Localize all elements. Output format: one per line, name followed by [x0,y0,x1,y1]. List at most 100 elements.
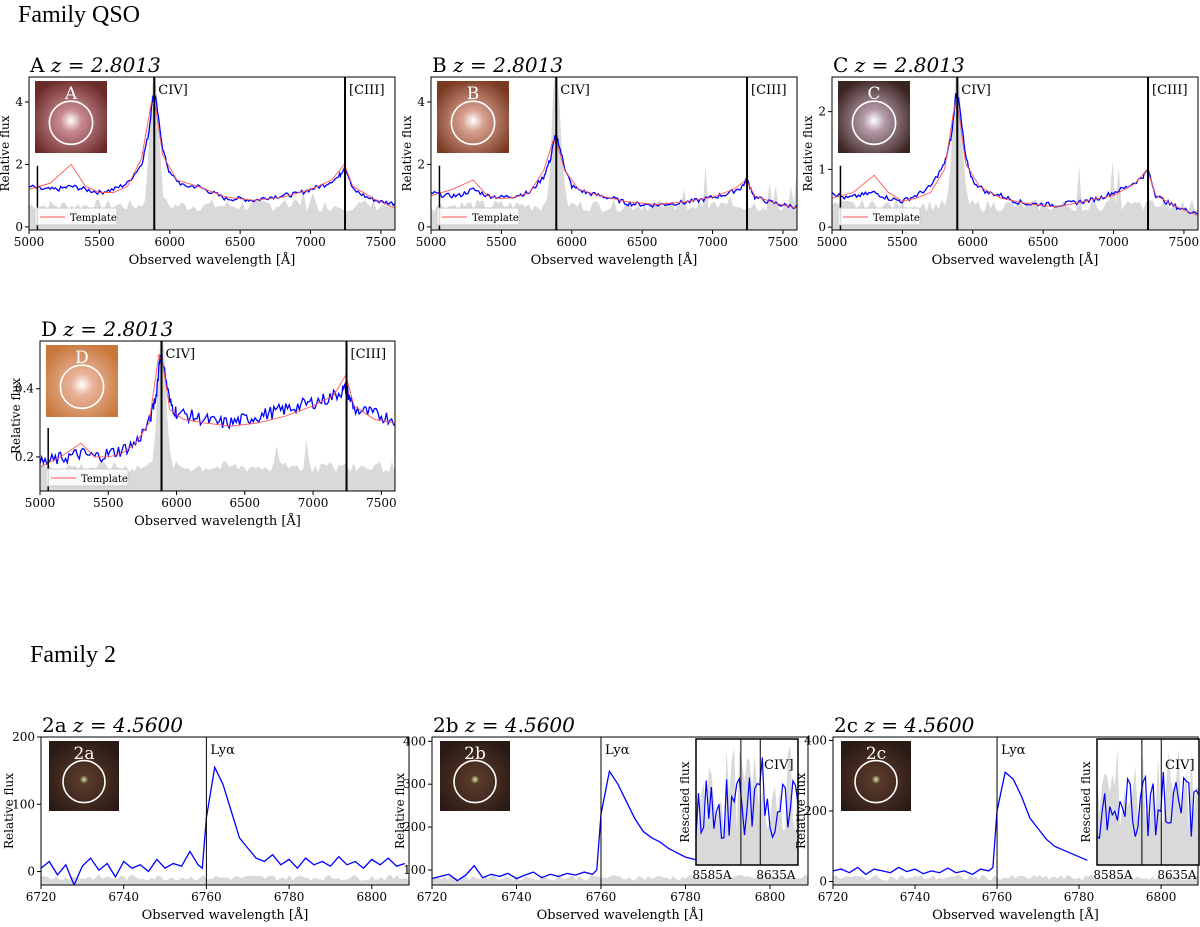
x-tick-label: 6740 [501,890,532,904]
x-tick-label: 6800 [357,890,388,904]
y-tick-label: 4 [15,95,23,109]
axes-frame [28,76,396,231]
noise-band [40,341,395,491]
y-tick-label: 1 [818,162,826,176]
panel-letter: C [833,53,855,77]
x-tick-label: 5500 [887,235,918,249]
y-tick-label: 0 [819,874,827,888]
inset-line-label: CIV] [764,758,794,773]
panel-redshift: z = 4.5600 [464,713,575,737]
panel-letter: A [29,53,51,77]
x-tick-label: 7000 [298,496,329,510]
x-tick-label: 6000 [957,235,988,249]
inset-line-label: CIV] [1165,758,1195,773]
y-tick-label: 0.4 [15,382,34,396]
inset-tick-label: 8635A [756,868,796,882]
panel-title: 2b z = 4.5600 [433,713,575,737]
x-axis-label: Observed wavelength [Å] [129,252,296,268]
x-tick-label: 6800 [1146,890,1177,904]
panel-redshift: z = 2.8013 [452,53,563,77]
aperture-circle [450,100,496,146]
inset-spectrum [1096,771,1200,840]
panel-title: C z = 2.8013 [833,53,965,77]
plot-area [431,77,797,230]
y-axis-label: Relative flux [801,115,815,191]
x-tick-label: 6500 [1028,235,1059,249]
cutout-label: 2c [866,744,886,764]
cutout-image [35,81,107,153]
line-label: [CIII] [351,347,387,362]
x-tick-label: 6780 [1064,890,1095,904]
x-axis-label: Observed wavelength [Å] [142,907,309,923]
panel-letter: 2a [42,713,73,737]
x-tick-label: 7500 [366,496,397,510]
panel-redshift: z = 4.5600 [72,713,183,737]
aperture-circle [851,100,897,146]
y-axis-label: Relative flux [400,115,414,191]
panel-title: D z = 2.8013 [41,317,173,341]
y-tick-label: 2 [15,157,23,171]
panel-title: B z = 2.8013 [432,53,563,77]
x-axis-label: Observed wavelength [Å] [531,252,698,268]
legend-box [45,468,129,487]
axes-frame [39,340,396,492]
line-label: CIV] [961,83,991,98]
x-tick-label: 5500 [93,496,124,510]
panel-title: 2a z = 4.5600 [42,713,183,737]
template-line [431,138,797,209]
cutout-label: C [867,84,880,104]
x-tick-label: 7500 [1169,235,1200,249]
panel-title: A z = 2.8013 [29,53,161,77]
y-tick-label: 2 [818,105,826,119]
y-tick-label: 400 [403,734,426,748]
y-tick-label: 400 [804,734,827,748]
noise-band [432,874,808,885]
panel-A: CIV] [CIII] 5000 5500 6000 6500 7000 7500 0 2 4 Obs… [0,53,396,268]
x-tick-label: 7000 [697,235,728,249]
inset-frame [695,738,799,866]
x-tick-label: 5000 [25,496,56,510]
y-tick-label: 200 [12,730,35,744]
spectrum-line [833,770,1088,876]
x-tick-label: 5000 [416,235,447,249]
x-tick-label: 7500 [768,235,799,249]
line-label: CIV] [166,347,196,362]
aperture-circle [854,759,898,804]
inset-tick-label: 8585A [692,868,732,882]
inset-frame [1096,738,1200,866]
cutout-image [49,741,119,811]
y-tick-label: 0 [27,865,35,879]
line-label: CIV] [560,83,590,98]
panel-2b: Lyα 6720 6740 6760 6780 6800 100 200 300 400 Obser… [393,713,809,923]
inset-y-label: Rescaled flux [1079,761,1093,842]
x-tick-label: 6000 [161,496,192,510]
cutout-label: 2a [74,744,95,764]
panel-2a: Lyα 6720 6740 6760 6780 6800 0 100 200 Observed w… [2,713,410,923]
cutout-label: A [64,84,78,104]
spectrum-line [832,93,1198,215]
x-tick-label: 6740 [108,890,139,904]
line-label: [CIII] [349,83,385,98]
panel-C: CIV] [CIII] 5000 5500 6000 6500 7000 7500 0 1 2 Obs… [801,53,1199,268]
axes-frame [430,76,798,231]
plot-area [29,77,395,230]
family-2-title: Family 2 [30,642,117,668]
inset-tick-label: 8635A [1157,868,1197,882]
y-axis-label: Relative flux [9,378,23,454]
x-tick-label: 6500 [627,235,658,249]
spectrum-line [41,765,406,885]
legend-box [34,207,118,226]
panel-redshift: z = 4.5600 [863,713,974,737]
axes-frame [431,736,809,886]
spectrum-line [29,94,395,207]
inset-noise [1097,747,1199,865]
cutout-image [440,741,510,811]
y-axis-label: Relative flux [393,773,407,849]
x-tick-label: 5000 [14,235,45,249]
axes-frame [40,736,410,886]
line-label: Lyα [210,743,235,758]
aperture-circle [62,759,106,804]
y-tick-label: 0 [15,220,23,234]
x-axis-label: Observed wavelength [Å] [134,513,301,529]
plot-area [40,341,395,491]
